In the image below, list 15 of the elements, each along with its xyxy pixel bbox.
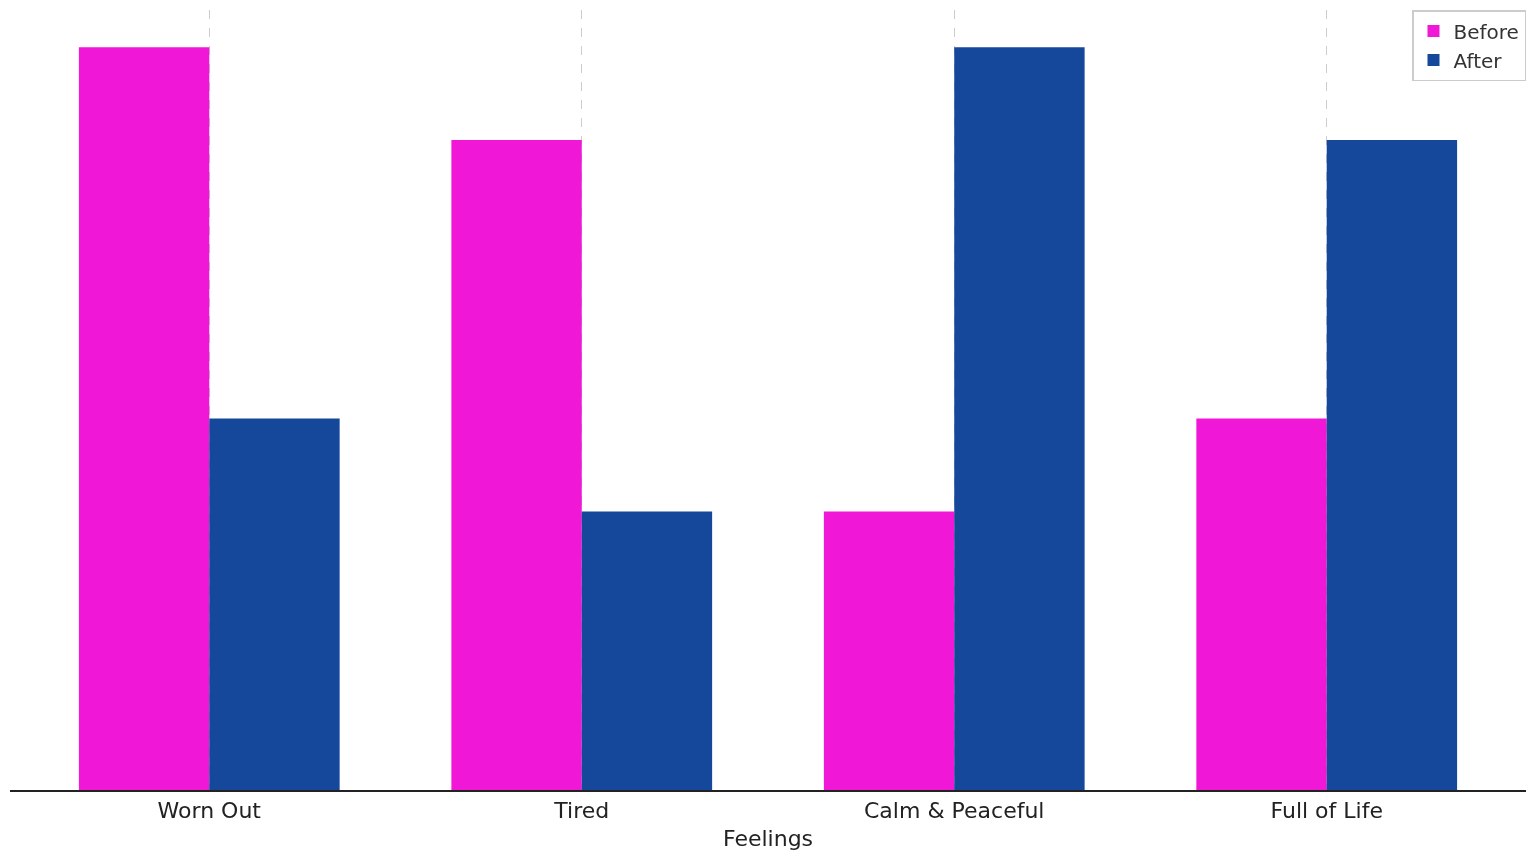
bar [1326, 140, 1458, 790]
x-tick-label: Tired [553, 798, 610, 824]
bar [209, 418, 340, 790]
legend-label: Before [1453, 19, 1519, 44]
x-tick-label: Full of Life [1270, 798, 1383, 824]
x-axis-title: Feelings [722, 825, 814, 851]
bar [581, 511, 713, 790]
x-tick-label: Worn Out [157, 798, 262, 824]
legend-label: After [1453, 48, 1503, 73]
bar [451, 140, 582, 790]
bar [78, 47, 210, 790]
bar [954, 47, 1085, 790]
bar [823, 511, 955, 790]
x-tick-label: Calm & Peaceful [864, 798, 1045, 824]
bar [1196, 418, 1327, 790]
